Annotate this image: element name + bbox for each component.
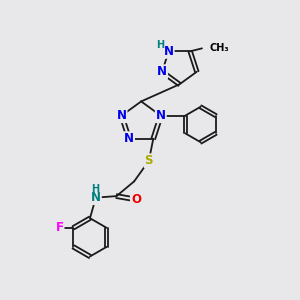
Text: N: N — [156, 109, 166, 122]
Text: N: N — [164, 45, 174, 58]
Text: F: F — [56, 221, 64, 234]
Text: N: N — [117, 109, 127, 122]
Text: N: N — [124, 132, 134, 145]
Text: CH₃: CH₃ — [209, 44, 229, 53]
Text: N: N — [91, 191, 101, 204]
Text: H: H — [156, 40, 164, 50]
Text: N: N — [157, 65, 167, 78]
Text: S: S — [145, 154, 153, 167]
Text: H: H — [92, 184, 100, 194]
Text: O: O — [131, 193, 141, 206]
